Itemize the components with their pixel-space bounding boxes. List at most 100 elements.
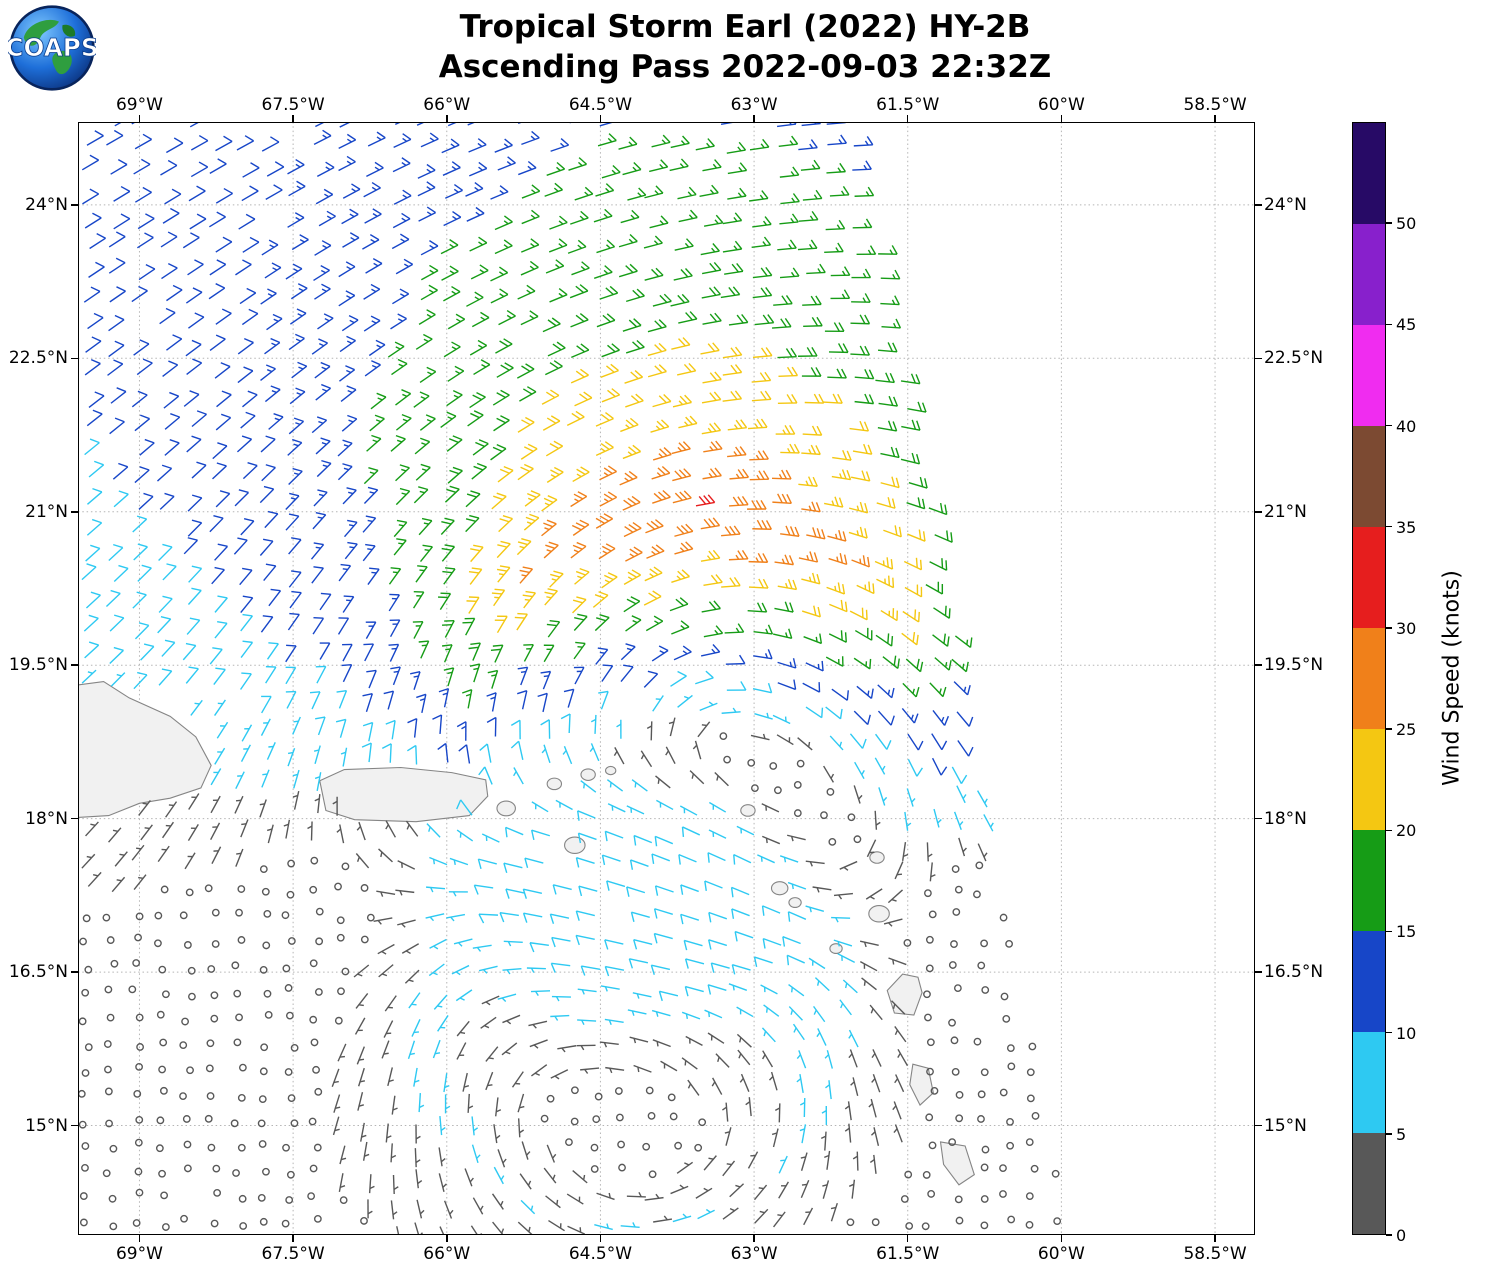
y-tick-label-right: 15°N xyxy=(1264,1115,1307,1136)
colorbar-segment xyxy=(1353,628,1385,729)
colorbar-tick-label: 50 xyxy=(1396,214,1417,234)
y-tickmark-right xyxy=(1255,357,1262,360)
colorbar-tickmark xyxy=(1386,930,1392,933)
y-tickmark-right xyxy=(1255,971,1262,973)
colorbar-tickmark xyxy=(1386,1133,1392,1135)
colorbar-segment xyxy=(1353,325,1385,426)
y-tick-label-left: 18°N xyxy=(25,808,68,829)
x-tick-label-bottom: 66°W xyxy=(423,1244,471,1264)
colorbar-tickmark xyxy=(1386,829,1392,832)
y-tickmark-left xyxy=(71,1124,78,1127)
x-tickmark-top xyxy=(446,115,448,122)
x-tick-label-bottom: 63°W xyxy=(730,1244,778,1264)
y-tickmark-left xyxy=(71,664,78,666)
colorbar-tick-label: 30 xyxy=(1396,618,1417,638)
x-tickmark-top xyxy=(599,115,602,122)
y-tick-label-right: 18°N xyxy=(1264,808,1307,829)
x-tick-label-top: 67.5°W xyxy=(261,95,325,115)
x-tick-label-top: 58.5°W xyxy=(1183,95,1247,115)
colorbar-segment xyxy=(1353,224,1385,325)
y-tick-label-left: 19.5°N xyxy=(8,655,68,676)
y-tick-label-right: 19.5°N xyxy=(1264,655,1324,676)
colorbar-label: Wind Speed (knots) xyxy=(1439,570,1465,786)
globe-icon: COAPS xyxy=(5,5,99,91)
x-tickmark-bottom xyxy=(1060,1235,1063,1242)
y-tickmark-left xyxy=(71,971,78,973)
x-tick-label-bottom: 61.5°W xyxy=(876,1244,940,1264)
x-tickmark-top xyxy=(1214,115,1216,122)
x-tick-label-top: 64.5°W xyxy=(568,95,633,115)
y-tickmark-left xyxy=(71,817,78,820)
colorbar-tick-label: 45 xyxy=(1396,315,1417,335)
y-tick-label-left: 16.5°N xyxy=(8,962,68,983)
x-tickmark-bottom xyxy=(906,1235,909,1242)
y-tick-label-left: 21°N xyxy=(25,501,68,522)
x-tickmark-top xyxy=(906,115,909,122)
y-tick-label-right: 22.5°N xyxy=(1264,348,1324,369)
colorbar-segment xyxy=(1353,729,1385,830)
colorbar-tick-label: 15 xyxy=(1396,922,1417,942)
colorbar-tick-label: 0 xyxy=(1396,1226,1407,1245)
x-tick-label-bottom: 60°W xyxy=(1037,1244,1085,1264)
y-tick-label-right: 21°N xyxy=(1264,501,1307,522)
x-tick-label-bottom: 58.5°W xyxy=(1183,1244,1247,1264)
x-tickmark-bottom xyxy=(753,1235,755,1242)
colorbar-tickmark xyxy=(1386,222,1392,224)
colorbar xyxy=(1352,122,1386,1235)
x-tick-label-bottom: 64.5°W xyxy=(568,1244,633,1264)
x-tickmark-bottom xyxy=(599,1235,602,1242)
colorbar-segment xyxy=(1353,1032,1385,1133)
x-tick-label-bottom: 67.5°W xyxy=(261,1244,325,1264)
y-tickmark-right xyxy=(1255,204,1262,206)
coaps-logo: COAPS xyxy=(5,4,99,92)
colorbar-segment xyxy=(1353,123,1385,224)
x-tickmark-bottom xyxy=(138,1235,141,1242)
x-tickmark-bottom xyxy=(292,1235,294,1242)
colorbar-tickmark xyxy=(1386,525,1392,528)
x-tick-label-top: 63°W xyxy=(730,95,778,115)
colorbar-tick-label: 5 xyxy=(1396,1124,1407,1144)
colorbar-tickmark xyxy=(1386,1234,1392,1236)
title-block: Tropical Storm Earl (2022) HY-2B Ascendi… xyxy=(0,8,1490,87)
colorbar-tick-label: 10 xyxy=(1396,1023,1417,1043)
y-tick-label-right: 16.5°N xyxy=(1264,962,1324,983)
x-tick-label-top: 60°W xyxy=(1037,95,1085,115)
x-tickmark-top xyxy=(1060,115,1063,122)
x-tickmark-bottom xyxy=(1214,1235,1216,1242)
colorbar-segment xyxy=(1353,1133,1385,1234)
wind-barb-map xyxy=(78,122,1255,1235)
colorbar-tickmark xyxy=(1386,627,1392,629)
colorbar-tickmark xyxy=(1386,323,1392,326)
y-tickmark-left xyxy=(71,357,78,360)
y-tickmark-left xyxy=(71,204,78,206)
y-tick-label-left: 24°N xyxy=(25,194,68,215)
y-tickmark-right xyxy=(1255,817,1262,820)
x-tickmark-top xyxy=(138,115,141,122)
colorbar-tick-label: 35 xyxy=(1396,517,1417,537)
y-tickmark-right xyxy=(1255,511,1262,513)
x-tick-label-top: 61.5°W xyxy=(876,95,940,115)
colorbar-segment xyxy=(1353,426,1385,527)
x-tickmark-top xyxy=(292,115,294,122)
chart-title: Tropical Storm Earl (2022) HY-2B xyxy=(459,9,1031,45)
y-tickmark-right xyxy=(1255,664,1262,666)
x-tick-label-top: 69°W xyxy=(115,95,163,115)
logo-text: COAPS xyxy=(8,33,96,62)
colorbar-tick-label: 20 xyxy=(1396,821,1417,841)
y-tickmark-right xyxy=(1255,1124,1262,1127)
colorbar-tick-label: 25 xyxy=(1396,720,1417,740)
colorbar-segment xyxy=(1353,931,1385,1032)
colorbar-tickmark xyxy=(1386,424,1392,427)
y-tick-label-right: 24°N xyxy=(1264,194,1307,215)
colorbar-tickmark xyxy=(1386,728,1392,730)
y-tick-label-left: 15°N xyxy=(25,1115,68,1136)
x-tickmark-top xyxy=(753,115,755,122)
y-tickmark-left xyxy=(71,511,78,513)
y-tick-label-left: 22.5°N xyxy=(8,348,68,369)
colorbar-tick-label: 40 xyxy=(1396,416,1417,436)
x-tick-label-top: 66°W xyxy=(423,95,471,115)
colorbar-tickmark xyxy=(1386,1031,1392,1034)
x-tick-label-bottom: 69°W xyxy=(115,1244,163,1264)
colorbar-segment xyxy=(1353,527,1385,628)
